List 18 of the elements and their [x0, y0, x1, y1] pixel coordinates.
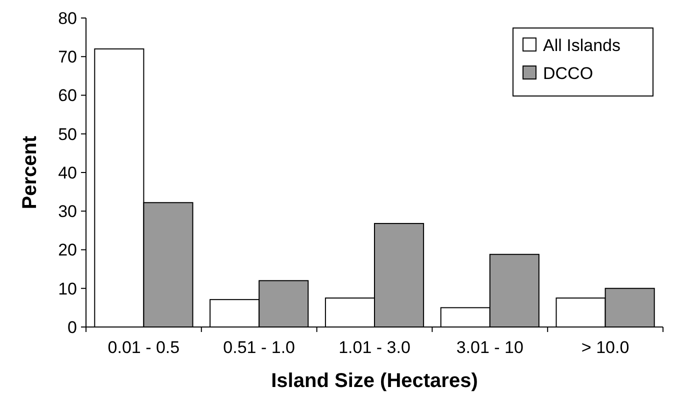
y-tick-label: 80: [58, 8, 77, 28]
x-tick-label: 0.01 - 0.5: [108, 338, 180, 357]
y-tick-label: 0: [68, 318, 77, 337]
x-tick-label: > 10.0: [581, 338, 630, 357]
legend-label: DCCO: [543, 64, 594, 83]
legend-label: All Islands: [543, 36, 620, 55]
y-tick-label: 60: [58, 86, 77, 106]
x-tick-label: 0.51 - 1.0: [223, 338, 296, 357]
y-tick-label: 40: [58, 163, 77, 182]
x-axis-title: Island Size (Hectares): [271, 370, 478, 392]
y-tick-label: 70: [58, 48, 77, 67]
y-tick-label: 10: [58, 279, 77, 298]
y-axis-title: Percent: [19, 135, 41, 210]
y-tick-label: 30: [58, 202, 77, 222]
x-tick-label: 3.01 - 10: [456, 338, 524, 357]
y-tick-label: 20: [58, 240, 77, 260]
y-tick-label: 50: [58, 124, 77, 144]
x-tick-label: 1.01 - 3.0: [338, 338, 410, 357]
